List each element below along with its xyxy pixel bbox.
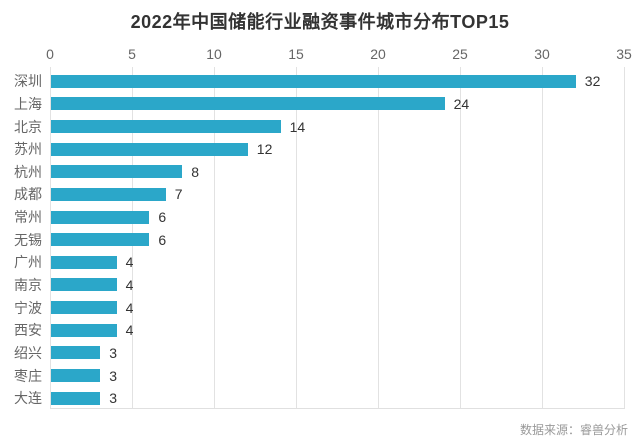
x-axis-tick-label: 5 (128, 46, 136, 62)
category-label: 枣庄 (14, 367, 42, 384)
category-label: 深圳 (14, 73, 42, 90)
value-label: 3 (109, 367, 117, 384)
category-label: 上海 (14, 95, 42, 112)
category-label: 南京 (14, 276, 42, 293)
category-label: 无锡 (14, 231, 42, 248)
bar (51, 346, 101, 360)
value-label: 4 (125, 299, 134, 316)
x-axis-tick-label: 30 (534, 46, 550, 62)
bar (51, 278, 117, 292)
value-label: 3 (109, 390, 117, 407)
value-label: 3 (109, 344, 117, 361)
value-label: 6 (158, 231, 167, 248)
value-label: 4 (125, 254, 134, 271)
chart-title: 2022年中国储能行业融资事件城市分布TOP15 (130, 12, 510, 32)
x-axis-tick-label: 0 (46, 46, 54, 62)
x-axis-tick-label: 20 (370, 46, 386, 62)
bar (51, 369, 101, 382)
value-label: 14 (289, 118, 306, 135)
bar (51, 233, 150, 247)
x-axis-tick-label: 35 (616, 46, 632, 62)
value-label: 6 (158, 209, 167, 226)
data-source-note: 数据来源：睿兽分析 (519, 423, 628, 437)
bar (51, 210, 150, 224)
category-label: 杭州 (14, 163, 42, 180)
x-axis-tick-label: 15 (288, 46, 304, 62)
category-label: 西安 (14, 322, 42, 339)
value-label: 8 (191, 163, 199, 180)
category-label: 成都 (14, 186, 42, 203)
bar (51, 97, 445, 111)
category-label: 广州 (14, 254, 42, 271)
value-label: 7 (174, 186, 183, 203)
bar (51, 142, 248, 156)
bar (51, 301, 117, 315)
gridline (214, 67, 215, 409)
bar (51, 255, 117, 269)
bar (51, 120, 281, 134)
category-label: 北京 (14, 118, 42, 135)
gridline (50, 67, 51, 409)
gridline (542, 67, 543, 409)
category-label: 常州 (14, 209, 42, 226)
bar (51, 323, 117, 337)
category-label: 苏州 (14, 141, 42, 158)
value-label: 4 (125, 276, 134, 293)
value-label: 4 (125, 322, 134, 339)
gridline (460, 67, 461, 409)
x-axis-tick-label: 10 (206, 46, 222, 62)
bar (51, 74, 576, 88)
category-label: 宁波 (14, 299, 42, 316)
bar (51, 165, 183, 179)
value-label: 24 (453, 95, 470, 112)
bar (51, 187, 166, 201)
category-label: 大连 (14, 390, 42, 407)
gridline (378, 67, 379, 409)
bar (51, 391, 101, 405)
category-label: 绍兴 (14, 344, 42, 361)
value-label: 32 (584, 73, 601, 90)
x-axis-baseline (50, 408, 625, 409)
value-label: 12 (256, 141, 273, 158)
gridline (624, 67, 625, 409)
x-axis-tick-label: 25 (452, 46, 468, 62)
gridline (296, 67, 297, 409)
